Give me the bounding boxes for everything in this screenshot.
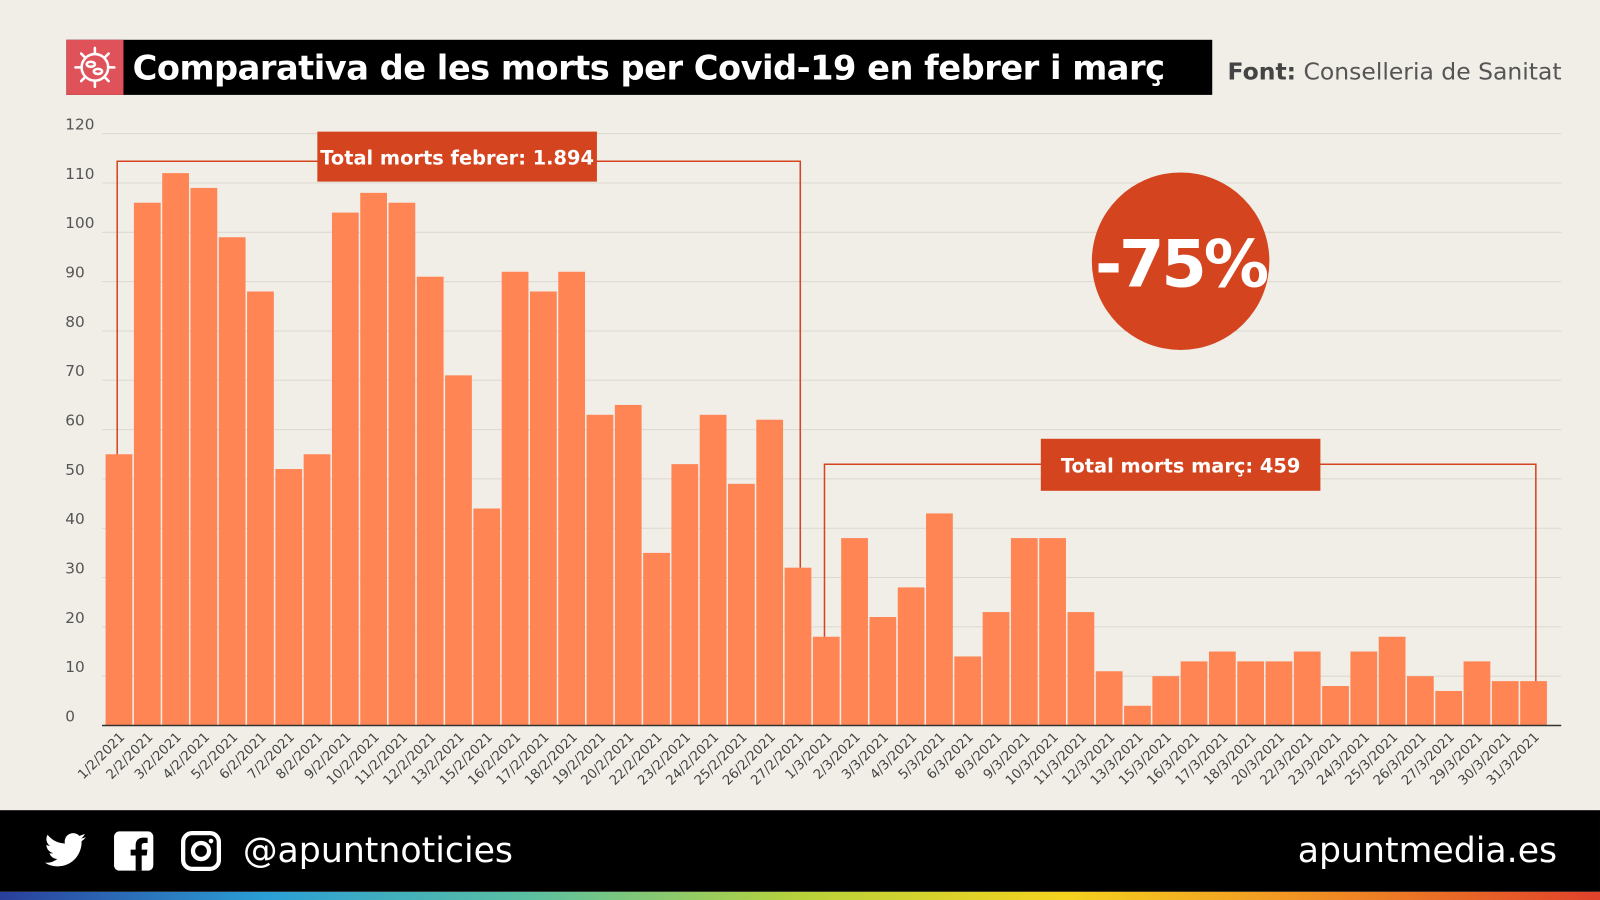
- source-label: Font:: [1227, 59, 1297, 86]
- y-tick-label: 10: [65, 658, 84, 676]
- bar: [982, 612, 1010, 726]
- bar: [1407, 676, 1434, 726]
- bar: [1095, 671, 1123, 726]
- bar: [105, 454, 133, 726]
- change-label: -75%: [1095, 227, 1268, 303]
- bar: [501, 271, 529, 726]
- bar: [784, 567, 812, 726]
- bar: [388, 202, 416, 726]
- y-tick-label: 60: [65, 412, 84, 430]
- bar: [275, 469, 303, 726]
- bar: [1152, 676, 1180, 726]
- bar: [1124, 705, 1151, 726]
- y-tick-label: 120: [65, 116, 94, 134]
- bar-chart: 01020304050607080901001101201/2/20212/2/…: [65, 116, 1562, 789]
- feb-total-box: [317, 131, 597, 182]
- bar: [190, 187, 218, 726]
- bar: [1265, 661, 1293, 726]
- bar: [1010, 538, 1038, 726]
- feb-total-label: Total morts febrer: 1.894: [320, 146, 594, 169]
- y-tick-label: 110: [65, 165, 94, 183]
- bar: [558, 271, 586, 726]
- bar: [303, 454, 331, 726]
- color-strip: [0, 891, 1600, 900]
- bar: [1039, 538, 1066, 726]
- bar: [1463, 661, 1491, 726]
- y-tick-label: 30: [65, 559, 84, 577]
- source: Font: Conselleria de Sanitat: [1228, 59, 1562, 86]
- bar: [445, 375, 472, 726]
- bar: [218, 237, 246, 726]
- footer: [0, 810, 1600, 892]
- bar: [841, 538, 868, 726]
- y-tick-label: 50: [65, 461, 84, 479]
- facebook-icon[interactable]: [112, 829, 155, 874]
- bar: [643, 552, 670, 726]
- bar: [1435, 690, 1463, 726]
- bar: [1208, 651, 1236, 726]
- source-value: Conselleria de Sanitat: [1303, 59, 1562, 86]
- bar: [954, 656, 982, 726]
- bar: [1322, 686, 1349, 726]
- mar-total-box: [1040, 438, 1321, 491]
- y-tick-label: 100: [65, 214, 94, 232]
- bar: [1067, 612, 1095, 726]
- bar: [699, 414, 727, 726]
- bar: [586, 414, 614, 726]
- bar: [1237, 661, 1265, 726]
- virus-icon: [66, 39, 124, 95]
- bar: [331, 212, 359, 726]
- social-handle[interactable]: @apuntnoticies: [242, 830, 514, 872]
- bar: [1293, 651, 1321, 726]
- y-tick-label: 20: [65, 609, 84, 627]
- bar: [247, 291, 274, 726]
- bar: [1378, 636, 1406, 726]
- bar: [897, 587, 925, 726]
- y-tick-label: 40: [65, 510, 84, 528]
- bar: [133, 202, 161, 726]
- bar: [416, 276, 444, 726]
- y-tick-label: 70: [65, 362, 84, 380]
- bar: [162, 173, 189, 726]
- mar-total-label: Total morts març: 459: [1061, 454, 1301, 477]
- bar: [360, 192, 387, 726]
- bar: [1491, 681, 1519, 726]
- bar: [1180, 661, 1208, 726]
- bar: [926, 513, 953, 726]
- website[interactable]: apuntmedia.es: [1297, 830, 1558, 872]
- twitter-icon[interactable]: [41, 829, 90, 874]
- title-bar: Comparativa de les morts per Covid-19 en…: [66, 39, 1213, 95]
- y-tick-label: 80: [65, 313, 84, 331]
- bar: [728, 483, 755, 726]
- y-tick-label: 0: [65, 707, 75, 725]
- bar: [869, 617, 897, 726]
- instagram-icon[interactable]: [180, 829, 223, 874]
- bar: [473, 508, 501, 726]
- bar: [1520, 681, 1547, 726]
- bar: [1350, 651, 1378, 726]
- bar: [529, 291, 557, 726]
- chart-title: Comparativa de les morts per Covid-19 en…: [132, 47, 1165, 88]
- bar: [614, 404, 642, 726]
- bar: [756, 419, 784, 726]
- bar: [812, 636, 840, 726]
- bar: [671, 464, 699, 726]
- y-tick-label: 90: [65, 264, 84, 282]
- change-badge: [1091, 172, 1270, 350]
